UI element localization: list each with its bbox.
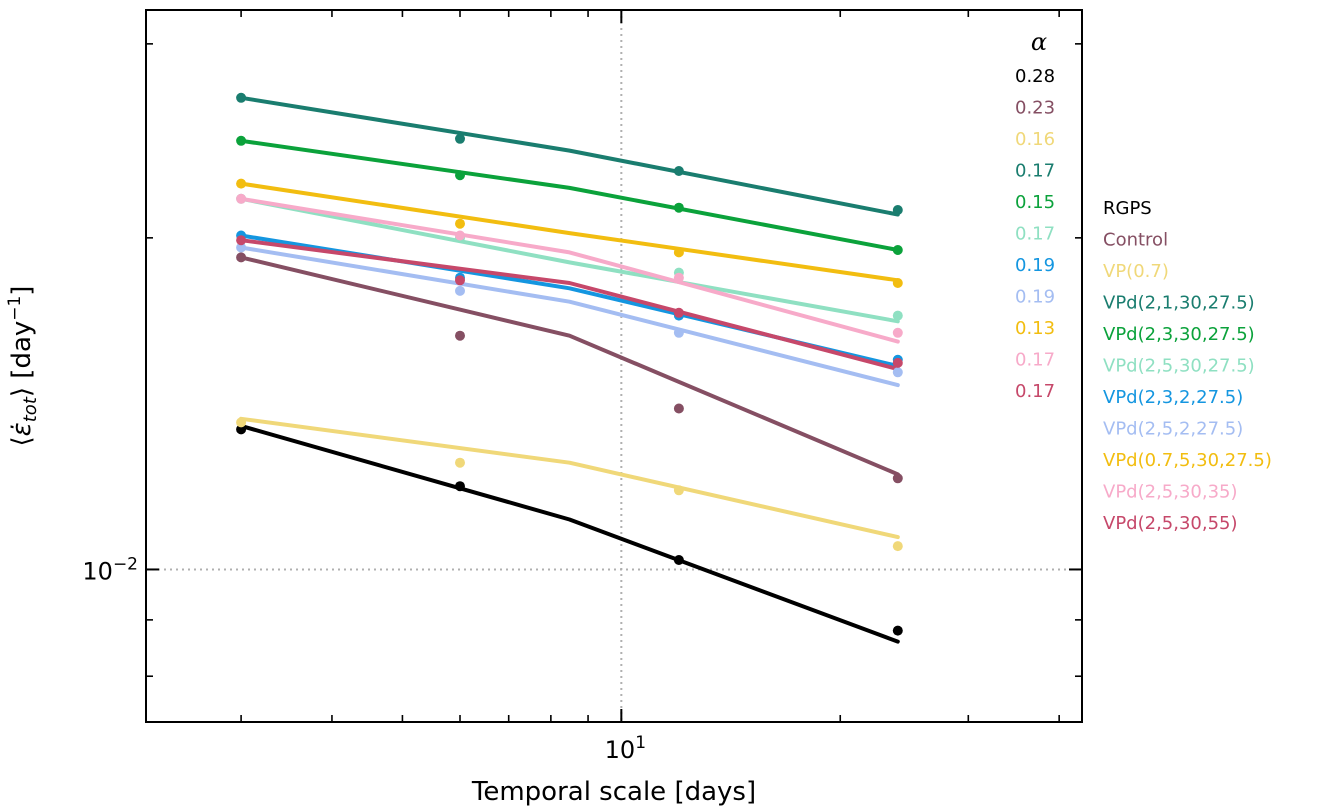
alpha-value: 0.15 — [1015, 192, 1055, 213]
fit-line — [239, 196, 900, 344]
legend-entry: VPd(2,5,30,27.5) — [1103, 356, 1255, 377]
data-point — [673, 327, 684, 338]
legend-entry: VPd(2,5,30,35) — [1103, 482, 1238, 503]
data-point — [455, 218, 465, 229]
data-point — [455, 275, 465, 286]
data-point — [673, 202, 684, 213]
data-point — [236, 92, 247, 103]
data-point — [236, 242, 247, 253]
alpha-value: 0.19 — [1015, 287, 1055, 308]
data-point — [236, 252, 247, 263]
data-point — [673, 555, 684, 565]
alpha-value: 0.17 — [1015, 350, 1055, 371]
data-point — [455, 457, 465, 468]
fit-line — [239, 255, 900, 477]
alpha-values: 0.28 0.23 0.16 0.17 0.15 0.17 0.19 0.19 0.13 0.17… — [1015, 66, 1055, 402]
grid-lines — [146, 10, 1082, 722]
alpha-value: 0.17 — [1015, 224, 1055, 245]
data-point — [892, 278, 903, 288]
legend-entry: VP(0.7) — [1103, 261, 1169, 282]
legend-entry: VPd(2,1,30,27.5) — [1103, 293, 1255, 314]
data-points — [236, 92, 903, 636]
data-point — [673, 307, 684, 318]
data-point — [236, 417, 247, 428]
axis-ticks — [146, 10, 1082, 722]
fit-line — [239, 138, 900, 252]
data-point — [455, 170, 465, 181]
data-point — [455, 481, 465, 492]
data-point — [892, 367, 903, 378]
legend-entry: VPd(2,3,30,27.5) — [1103, 324, 1255, 345]
legend-entry: RGPS — [1103, 198, 1152, 219]
data-point — [455, 330, 465, 341]
alpha-value: 0.17 — [1015, 161, 1055, 182]
fit-line — [239, 196, 900, 324]
legend-entry: Control — [1103, 230, 1168, 251]
data-point — [673, 272, 684, 283]
data-point — [455, 230, 465, 241]
alpha-value: 0.16 — [1015, 129, 1055, 150]
alpha-header: α — [1031, 28, 1047, 56]
fit-line — [239, 416, 900, 540]
data-point — [892, 205, 903, 215]
y-tick-label: 10−2 — [82, 554, 138, 585]
data-point — [892, 310, 903, 321]
data-point — [236, 235, 247, 246]
alpha-value: 0.19 — [1015, 255, 1055, 276]
plot-frame — [145, 9, 1083, 723]
alpha-value: 0.17 — [1015, 381, 1055, 402]
data-point — [236, 193, 247, 204]
fit-line — [239, 95, 900, 217]
fit-line — [239, 245, 900, 388]
y-axis-label: ⟨ε̇tot⟩ [day−1] — [5, 286, 41, 447]
legend-entry: VPd(0.7,5,30,27.5) — [1103, 450, 1272, 471]
alpha-value: 0.23 — [1015, 98, 1055, 119]
data-point — [236, 135, 247, 146]
fit-line — [239, 423, 900, 644]
fit-lines — [239, 95, 900, 644]
data-point — [892, 473, 903, 484]
data-point — [673, 485, 684, 496]
data-point — [236, 178, 247, 189]
data-point — [892, 245, 903, 255]
legend-entry: VPd(2,3,2,27.5) — [1103, 387, 1243, 408]
data-point — [892, 327, 903, 338]
legend-entry: VPd(2,5,2,27.5) — [1103, 419, 1243, 440]
legend-entry: VPd(2,5,30,55) — [1103, 513, 1238, 534]
data-point — [673, 247, 684, 258]
data-point — [455, 133, 465, 144]
legend: RGPS Control VP(0.7) VPd(2,1,30,27.5) VPd(2,… — [1103, 198, 1272, 534]
alpha-value: 0.13 — [1015, 318, 1055, 339]
data-point — [673, 166, 684, 176]
alpha-value: 0.28 — [1015, 66, 1055, 87]
data-point — [455, 285, 465, 296]
fit-line — [239, 238, 900, 372]
data-point — [892, 541, 903, 552]
data-point — [673, 403, 684, 414]
fit-line — [239, 181, 900, 283]
data-point — [892, 357, 903, 368]
x-tick-label: 101 — [605, 733, 646, 764]
x-axis-label: Temporal scale [days] — [471, 777, 756, 807]
data-point — [236, 424, 247, 435]
data-point — [892, 625, 903, 636]
